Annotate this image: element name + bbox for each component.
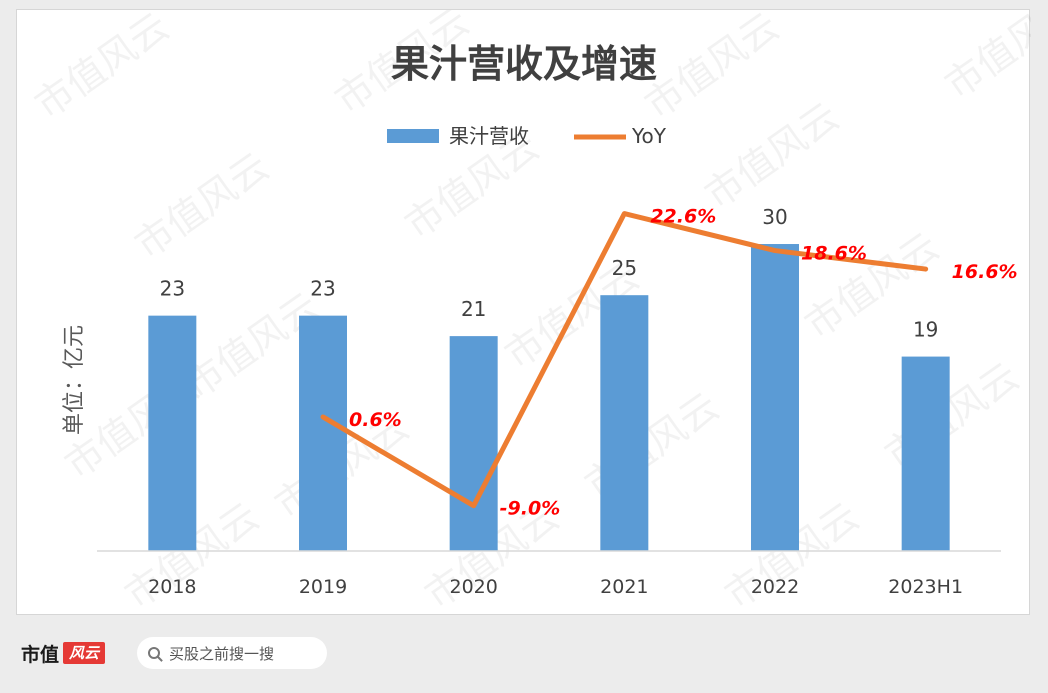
- bar: [449, 336, 498, 551]
- x-tick-label: 2021: [600, 576, 648, 598]
- bar-data-label: 25: [612, 256, 637, 280]
- yoy-data-label: -9.0%: [500, 498, 561, 520]
- bar-data-labels: 23 23 21 25 30 19: [160, 205, 939, 342]
- brand-logo: 风云: [63, 642, 106, 664]
- yoy-data-labels: 0.6% -9.0% 22.6% 18.6% 16.6%: [349, 206, 1018, 520]
- bar-data-label: 30: [762, 205, 787, 229]
- legend: 果汁营收 YoY: [387, 124, 667, 148]
- watermark-text: 市值风云: [127, 144, 277, 267]
- bar: [148, 315, 197, 551]
- yoy-data-label: 16.6%: [952, 261, 1018, 283]
- search-placeholder: 买股之前搜一搜: [169, 644, 275, 663]
- chart-card: 市值风云 市值风云 市值风云 市值风云 市值风云 市值风云 市值风云 市值风云 市值风云 市值风云…: [16, 9, 1031, 616]
- bar-data-label: 19: [913, 318, 938, 342]
- watermark-text: 市值风云: [577, 384, 727, 507]
- yoy-data-label: 18.6%: [801, 243, 867, 265]
- x-tick-label: 2023H1: [888, 576, 963, 598]
- bar-series: [148, 244, 950, 551]
- brand-name: 市值: [21, 643, 60, 666]
- yoy-line: [320, 211, 929, 509]
- legend-swatch-revenue: [387, 129, 439, 143]
- yoy-data-label: 22.6%: [650, 206, 716, 228]
- legend-label-revenue: 果汁营收: [449, 124, 529, 148]
- x-tick-labels: 2018 2019 2020 2021 2022 2023H1: [148, 576, 963, 598]
- bar: [299, 315, 347, 551]
- y-axis-label: 单位：亿元: [62, 325, 87, 435]
- footer: 市值 风云 买股之前搜一搜: [0, 624, 1048, 680]
- search-icon: [148, 647, 160, 659]
- x-tick-label: 2019: [299, 576, 347, 598]
- brand[interactable]: 市值 风云: [21, 640, 106, 666]
- bar: [751, 244, 799, 551]
- watermark-text: 市值风云: [697, 94, 847, 217]
- bar-data-label: 23: [310, 277, 335, 301]
- watermark-text: 市值风云: [937, 10, 1031, 107]
- watermark-text: 市值风云: [637, 10, 787, 127]
- x-tick-label: 2022: [751, 576, 799, 598]
- bar: [901, 356, 950, 551]
- legend-label-yoy: YoY: [631, 124, 667, 148]
- watermark-text: 市值风云: [877, 354, 1027, 477]
- watermark-text: 市值风云: [27, 10, 177, 127]
- yoy-data-label: 0.6%: [349, 409, 402, 431]
- bar-data-label: 23: [160, 277, 185, 301]
- x-tick-label: 2020: [449, 576, 497, 598]
- x-tick-label: 2018: [148, 576, 196, 598]
- bar-data-label: 21: [461, 297, 486, 321]
- search-box[interactable]: 买股之前搜一搜: [137, 637, 327, 669]
- bar: [600, 295, 649, 551]
- chart-title: 果汁营收及增速: [391, 42, 657, 86]
